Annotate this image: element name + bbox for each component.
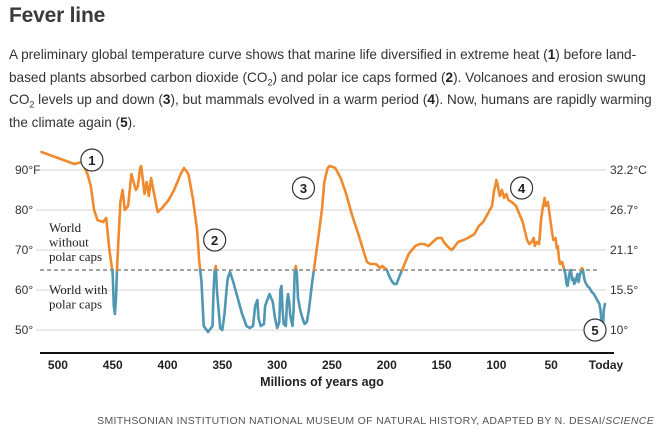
- callout-number: 1: [88, 153, 95, 168]
- label-with-polar-caps-line: polar caps: [49, 297, 102, 312]
- x-tick-label: 500: [48, 358, 68, 372]
- callout-number: 4: [518, 181, 526, 196]
- temperature-line-warm: [312, 164, 389, 272]
- temperature-line-cold: [385, 268, 404, 286]
- credit-line: SMITHSONIAN INSTITUTION NATIONAL MUSEUM …: [97, 415, 654, 427]
- callout-circle: [80, 148, 104, 172]
- x-tick-label: 400: [158, 358, 178, 372]
- temperature-chart: 90°F 80° 70° 60° 50° 32.2°C 26.7° 21.1° 15.5° 10…: [15, 148, 647, 389]
- y-tick-label-left: 90°F: [15, 163, 40, 177]
- credit-text: SMITHSONIAN INSTITUTION NATIONAL MUSEUM …: [97, 415, 606, 427]
- y-tick-label-left: 60°: [15, 283, 33, 297]
- label-without-polar-caps-line: polar caps: [49, 249, 102, 264]
- callout-ref: 3: [162, 92, 171, 107]
- chart-subtitle: A preliminary global temperature curve s…: [9, 44, 659, 134]
- temperature-line-cold: [569, 268, 583, 286]
- x-tick-label: 450: [103, 358, 123, 372]
- subtitle-text: ) before land-based plants absorbed carb…: [9, 47, 637, 85]
- x-axis-title: Millions of years ago: [260, 375, 384, 389]
- x-tick-label: 150: [432, 358, 452, 372]
- callout-circle: [291, 176, 316, 200]
- callout-ref: 4: [427, 92, 435, 107]
- temperature-line-warm: [400, 178, 566, 272]
- temperature-line-cold: [563, 268, 573, 288]
- callout-number: 2: [211, 233, 218, 248]
- x-tick-label: 350: [212, 358, 232, 372]
- y-tick-label-right: 21.1°: [610, 243, 638, 257]
- temperature-line-warm: [213, 264, 218, 272]
- y-tick-label-right: 26.7°: [610, 203, 638, 217]
- x-tick-label: 50: [545, 358, 559, 372]
- callout-number: 3: [300, 181, 307, 196]
- temperature-line-cold: [214, 268, 297, 332]
- callout-ref: 1: [547, 47, 556, 62]
- y-tick-label-right: 15.5°: [610, 283, 638, 297]
- subtitle-text: ). Volcanoes and erosion swung CO: [9, 69, 646, 108]
- subtitle-text: levels up and down (: [34, 92, 163, 107]
- callout-circle: [583, 318, 607, 342]
- subscript: 2: [29, 99, 35, 110]
- temperature-line-warm: [293, 264, 298, 272]
- subtitle-text: ).: [127, 114, 136, 130]
- callout-ref: 5: [120, 114, 128, 130]
- y-tick-label-left: 70°: [15, 243, 33, 257]
- x-tick-label: 100: [486, 358, 506, 372]
- y-tick-label-left: 80°: [15, 203, 33, 217]
- temperature-line-warm: [115, 164, 202, 272]
- subtitle-text: ). Now, humans are rapidly warming the c…: [9, 92, 652, 130]
- credit-source: SCIENCE: [605, 415, 654, 427]
- x-tick-label: Today: [589, 358, 624, 372]
- label-with-polar-caps: World with polar caps: [49, 282, 108, 312]
- y-tick-label-left: 50°: [15, 323, 33, 337]
- label-with-polar-caps-line: World with: [49, 282, 108, 297]
- temperature-line-cold: [110, 268, 119, 316]
- callout-number: 5: [591, 323, 598, 338]
- label-without-polar-caps-line: World: [49, 220, 82, 235]
- subscript: 2: [267, 77, 273, 88]
- temperature-line-cold: [295, 268, 316, 326]
- x-tick-label: 200: [377, 358, 397, 372]
- x-tick-label: 300: [267, 358, 287, 372]
- x-tick-label: 250: [322, 358, 342, 372]
- callout-circle: [203, 228, 227, 252]
- temperature-line-cold: [198, 268, 216, 334]
- y-tick-label-right: 32.2°C: [610, 163, 647, 177]
- label-without-polar-caps: World without polar caps: [49, 220, 102, 264]
- chart-title: Fever line: [9, 4, 106, 27]
- temperature-line-warm: [40, 150, 114, 272]
- subtitle-text: ), but mammals evolved in a warm period …: [170, 92, 428, 107]
- y-tick-label-right: 10°: [610, 323, 628, 337]
- callout-circle: [509, 176, 534, 200]
- subtitle-text: A preliminary global temperature curve s…: [9, 47, 548, 62]
- callout-ref: 2: [445, 69, 454, 85]
- label-without-polar-caps-line: without: [49, 235, 89, 250]
- subtitle-text: ) and polar ice caps formed (: [272, 69, 446, 85]
